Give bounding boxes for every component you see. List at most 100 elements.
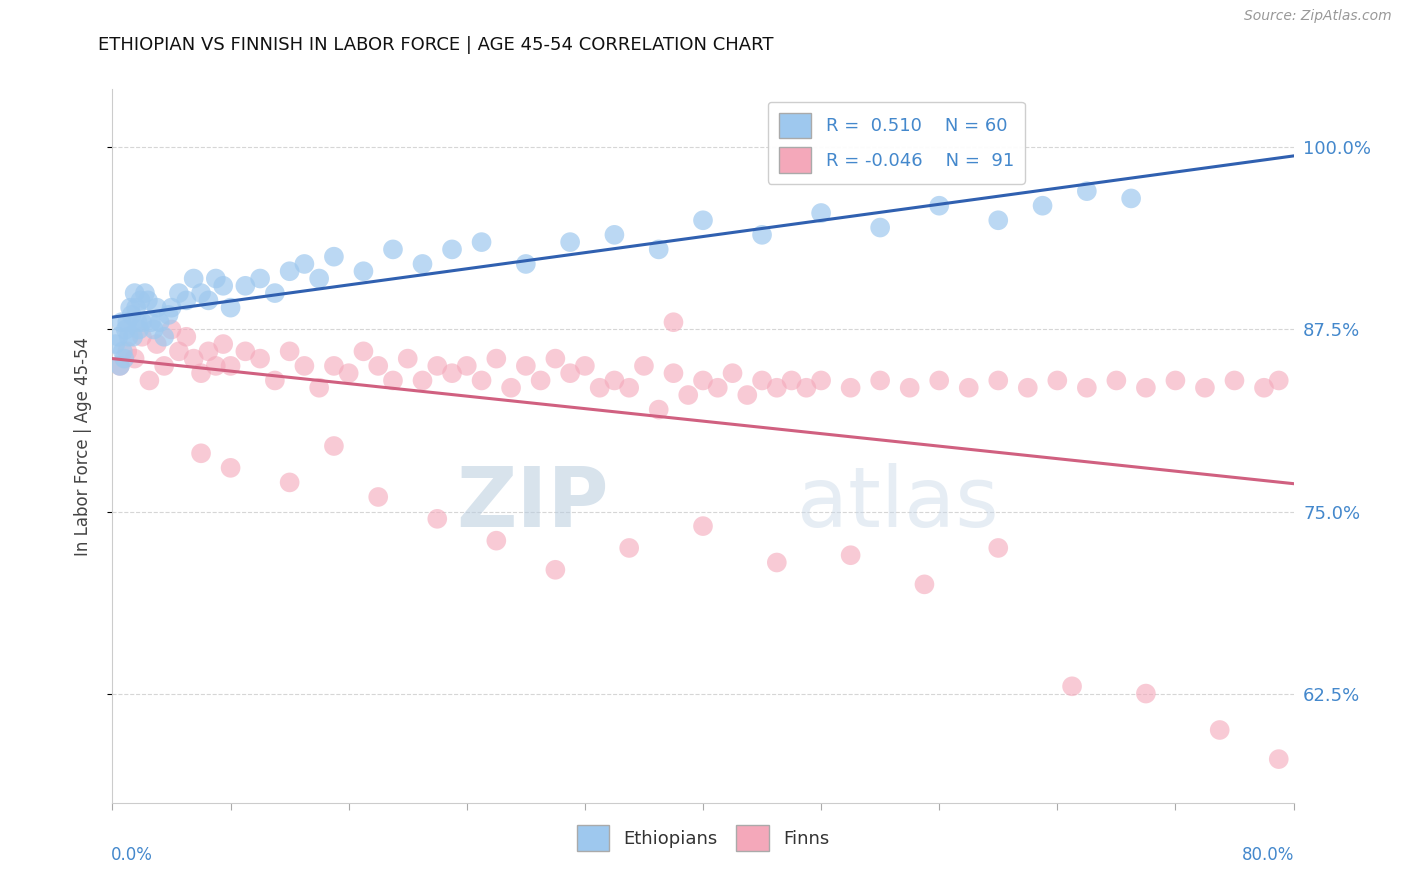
Point: [190, 286, 212, 301]
Point: [751, 374, 773, 388]
Point: [146, 337, 169, 351]
Point: [426, 359, 449, 373]
Point: [633, 359, 655, 373]
Point: [1268, 374, 1291, 388]
Point: [131, 315, 153, 329]
Point: [278, 264, 301, 278]
Point: [470, 235, 494, 249]
Point: [124, 286, 146, 301]
Point: [323, 439, 346, 453]
Point: [122, 330, 145, 344]
Point: [662, 366, 685, 380]
Point: [796, 381, 818, 395]
Point: [396, 351, 419, 366]
Point: [190, 366, 212, 380]
Point: [928, 374, 950, 388]
Point: [928, 199, 950, 213]
Point: [352, 264, 374, 278]
Point: [153, 330, 176, 344]
Point: [737, 388, 759, 402]
Point: [128, 322, 150, 336]
Point: [117, 344, 138, 359]
Point: [1076, 184, 1098, 198]
Point: [751, 227, 773, 242]
Point: [692, 213, 714, 227]
Point: [111, 344, 134, 359]
Point: [174, 330, 197, 344]
Point: [501, 381, 523, 395]
Point: [136, 293, 159, 308]
Point: [124, 351, 146, 366]
Point: [647, 402, 671, 417]
Point: [515, 257, 537, 271]
Point: [678, 388, 700, 402]
Point: [205, 271, 228, 285]
Point: [212, 337, 235, 351]
Point: [107, 330, 129, 344]
Point: [1223, 374, 1246, 388]
Point: [323, 359, 346, 373]
Point: [1032, 199, 1054, 213]
Point: [167, 344, 190, 359]
Point: [619, 541, 641, 555]
Point: [987, 374, 1010, 388]
Point: [219, 460, 242, 475]
Point: [278, 475, 301, 490]
Point: [987, 541, 1010, 555]
Point: [560, 366, 582, 380]
Point: [692, 374, 714, 388]
Point: [167, 286, 190, 301]
Text: 80.0%: 80.0%: [1243, 846, 1295, 863]
Point: [544, 563, 567, 577]
Point: [869, 374, 891, 388]
Point: [957, 381, 980, 395]
Y-axis label: In Labor Force | Age 45-54: In Labor Force | Age 45-54: [73, 336, 91, 556]
Point: [485, 351, 508, 366]
Point: [588, 381, 610, 395]
Text: ZIP: ZIP: [456, 463, 609, 543]
Point: [134, 286, 156, 301]
Point: [441, 366, 464, 380]
Point: [205, 359, 228, 373]
Point: [470, 374, 494, 388]
Text: Source: ZipAtlas.com: Source: ZipAtlas.com: [1244, 9, 1392, 23]
Point: [1208, 723, 1232, 737]
Point: [233, 344, 256, 359]
Point: [1253, 381, 1275, 395]
Point: [426, 512, 449, 526]
Point: [515, 359, 537, 373]
Point: [603, 227, 626, 242]
Point: [108, 359, 131, 373]
Point: [914, 577, 936, 591]
Point: [560, 235, 582, 249]
Point: [647, 243, 671, 257]
Legend: Ethiopians, Finns: Ethiopians, Finns: [569, 818, 837, 858]
Point: [174, 293, 197, 308]
Point: [987, 213, 1010, 227]
Point: [412, 257, 434, 271]
Point: [456, 359, 478, 373]
Point: [112, 351, 135, 366]
Point: [1268, 752, 1291, 766]
Point: [264, 286, 287, 301]
Point: [721, 366, 744, 380]
Point: [149, 315, 172, 329]
Point: [692, 519, 714, 533]
Point: [117, 315, 138, 329]
Point: [898, 381, 921, 395]
Point: [810, 206, 832, 220]
Point: [114, 322, 136, 336]
Point: [197, 293, 219, 308]
Point: [839, 381, 862, 395]
Point: [1046, 374, 1069, 388]
Point: [352, 344, 374, 359]
Point: [367, 490, 389, 504]
Point: [160, 301, 183, 315]
Point: [1135, 687, 1157, 701]
Point: [367, 359, 389, 373]
Point: [810, 374, 832, 388]
Point: [1105, 374, 1128, 388]
Point: [131, 330, 153, 344]
Point: [382, 374, 405, 388]
Point: [1017, 381, 1039, 395]
